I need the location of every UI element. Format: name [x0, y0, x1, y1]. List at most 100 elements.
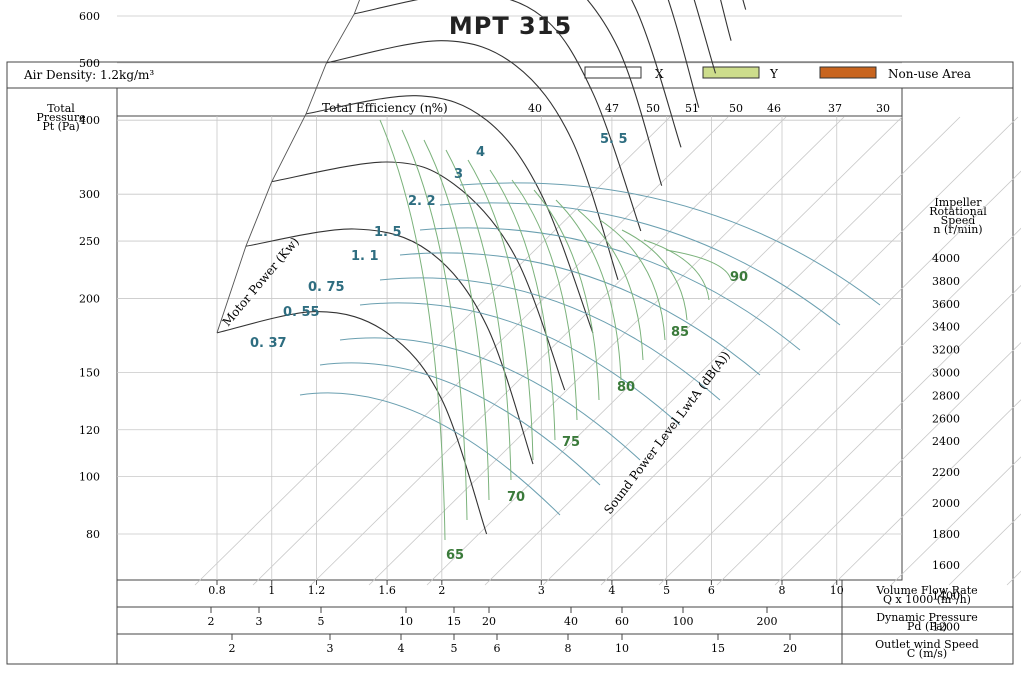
pd-tick-label: 10 [399, 615, 413, 628]
y-tick-label: 300 [79, 188, 100, 201]
ticks: 8010012015020025030040050060070080090010… [79, 10, 960, 655]
c-tick-label: 20 [783, 642, 797, 655]
left-title-line-0: Total [47, 102, 75, 115]
x-tick-label: 1.2 [308, 584, 326, 597]
speed-tick-label: 2600 [932, 412, 960, 425]
motor-power-label: 4 [476, 145, 485, 160]
legend-swatch-1 [702, 66, 760, 79]
bottom-row-title: Volume Flow Rate [875, 584, 977, 597]
left-title-line-1: Pressure [36, 111, 85, 124]
efficiency-label: 47 [605, 102, 619, 115]
efficiency-curve [555, 199, 622, 381]
speed-curve-2800 [667, 0, 700, 108]
bottom-row-title: C (m/s) [907, 647, 947, 660]
c-tick-label: 4 [398, 642, 405, 655]
y-tick-label: 600 [79, 10, 100, 23]
efficiency-curve [489, 169, 556, 441]
motor-power-curve [419, 227, 801, 351]
left-title-line-2: Pt (Pa) [42, 120, 79, 133]
pd-tick-label: 5 [318, 615, 325, 628]
air-density-label: Air Density: 1.2kg/m³ [23, 68, 154, 82]
grid-diagonal [1006, 570, 1021, 586]
pd-tick-label: 3 [256, 615, 263, 628]
chart-frame [6, 61, 1014, 665]
speed-tick-label: 2000 [932, 497, 960, 510]
x-tick-label: 5 [663, 584, 670, 597]
y-tick-label: 100 [79, 471, 100, 484]
bottom-row-title: Q x 1000 (m³/h) [883, 593, 971, 606]
efficiency-curve [621, 229, 688, 321]
c-tick-label: 6 [494, 642, 501, 655]
speed-curve-1600 [271, 161, 566, 391]
speed-tick-label: 1400 [932, 590, 960, 603]
motor-power-label: 2. 2 [408, 194, 436, 209]
right-title-line-0: Impeller [934, 196, 982, 209]
motor-power-label: 3 [454, 167, 463, 182]
efficiency-curve [533, 189, 600, 401]
c-tick-label: 8 [565, 642, 572, 655]
c-tick-label: 15 [711, 642, 725, 655]
grid-diagonal [542, 116, 1019, 586]
bottom-row-title: Pd (Pa) [907, 620, 947, 633]
grid-diagonal [194, 116, 671, 586]
motor-power-curve [459, 182, 881, 306]
motor-power-label: 1. 1 [351, 249, 379, 264]
legend-swatch-2 [819, 66, 877, 79]
sound-level-label: 90 [730, 270, 748, 285]
grid-diagonal [252, 116, 729, 586]
speed-curve-2000 [326, 40, 619, 280]
speed-curve-2600 [631, 0, 682, 148]
speed-curve-1800 [305, 95, 594, 333]
efficiency-label: 50 [729, 102, 743, 115]
speed-tick-label: 3400 [932, 321, 960, 334]
pd-tick-label: 20 [482, 615, 496, 628]
motor-power-label: 5. 5 [600, 132, 628, 147]
efficiency-label: 46 [767, 102, 781, 115]
motor-power-label: 0. 75 [308, 280, 345, 295]
bottom-row-title: Dynamic Pressure [876, 611, 978, 624]
speed-tick-label: 2200 [932, 466, 960, 479]
grid-diagonal [774, 342, 1021, 586]
speed-curve-1200 [216, 311, 488, 535]
efficiency-curve [467, 159, 534, 461]
efficiency-label: 51 [685, 102, 699, 115]
x-tick-label: 3 [538, 584, 545, 597]
x-tick-label: 6 [708, 584, 715, 597]
motor-power-curve [379, 277, 721, 401]
efficiency-curve [643, 239, 710, 301]
speed-curve-3200 [720, 0, 732, 41]
efficiency-label: 30 [876, 102, 890, 115]
grid-diagonal [600, 170, 1021, 586]
legend-label-1: Y [769, 67, 779, 81]
x-tick-label: 1.6 [378, 584, 396, 597]
speed-tick-label: 3800 [932, 275, 960, 288]
y-tick-label: 250 [79, 235, 100, 248]
speed-tick-label: 1800 [932, 528, 960, 541]
speed-tick-label: 3600 [932, 298, 960, 311]
right-title-line-1: Rotational [929, 205, 987, 218]
sound-level-label: 70 [507, 490, 525, 505]
efficiency-label: 40 [528, 102, 542, 115]
speed-tick-label: 3000 [932, 367, 960, 380]
motor-power-label: 1. 5 [374, 225, 402, 240]
motor-power-curve [339, 337, 641, 461]
labels: 0. 37 0. 55 0. 75 1. 1 1. 5 2. 2 34 5. 5 65 70 75 8… [250, 132, 748, 563]
grid-diagonal [426, 116, 903, 586]
right-title-line-3: n (r/min) [933, 223, 982, 236]
plot-frame [116, 87, 903, 581]
pd-tick-label: 15 [447, 615, 461, 628]
sound-level-label: 65 [446, 548, 464, 563]
efficiency-curve [511, 179, 578, 421]
grid-diagonal [716, 284, 1021, 586]
grid-diagonal [484, 116, 961, 586]
c-tick-label: 3 [327, 642, 334, 655]
grid-diagonal [890, 456, 1021, 586]
speed-curve-1400 [245, 228, 534, 465]
y-tick-label: 200 [79, 292, 100, 305]
efficiency-curve [401, 129, 468, 521]
motor-power-curve [359, 302, 681, 426]
